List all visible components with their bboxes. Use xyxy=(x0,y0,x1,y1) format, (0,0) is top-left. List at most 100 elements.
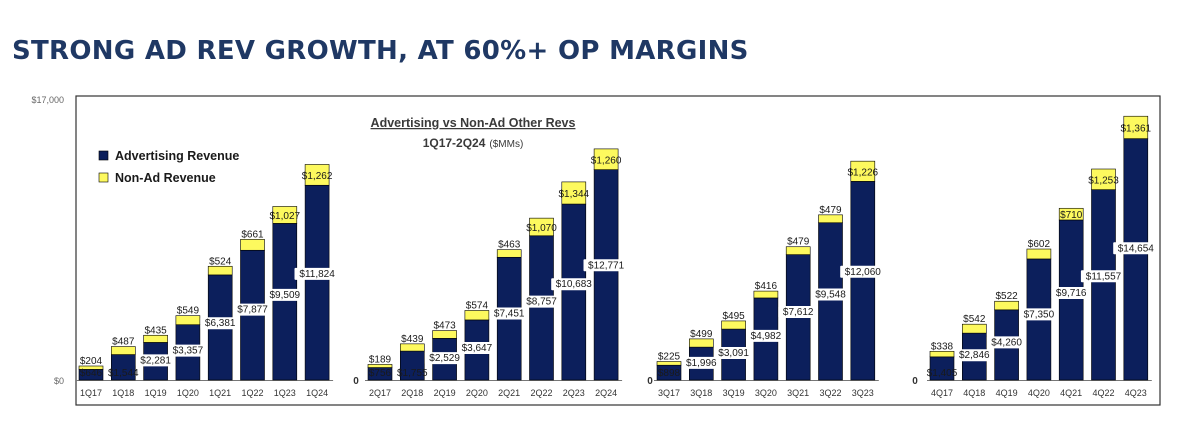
label-ad-4q21-bg xyxy=(1051,286,1091,299)
bar-ad-4q21 xyxy=(1058,219,1084,381)
x-tick-1q17: 1Q17 xyxy=(80,388,102,398)
x-tick-2q24: 2Q24 xyxy=(595,388,617,398)
label-nonad-1q19: $435 xyxy=(144,325,167,336)
label-nonad-2q18: $439 xyxy=(401,334,424,345)
bar-nonad-4q17 xyxy=(929,350,955,358)
label-ad-3q23: $12,060 xyxy=(845,267,882,278)
label-ad-3q21-bg xyxy=(778,306,818,319)
bar-ad-1q23 xyxy=(272,223,298,381)
label-ad-4q20: $7,350 xyxy=(1024,309,1055,320)
label-nonad-1q24: $1,262 xyxy=(302,171,333,182)
label-ad-2q20: $3,647 xyxy=(462,343,493,354)
bar-nonad-4q20 xyxy=(1026,248,1052,260)
bar-nonad-3q23 xyxy=(850,160,876,182)
x-tick-2q23: 2Q23 xyxy=(563,388,585,398)
bar-ad-3q23 xyxy=(850,181,876,381)
label-ad-2q23-bg xyxy=(551,278,597,291)
label-ad-1q19: $2,281 xyxy=(140,355,171,366)
label-nonad-2q21: $463 xyxy=(498,240,521,251)
bar-ad-2q22 xyxy=(529,235,554,381)
label-nonad-1q17: $204 xyxy=(80,356,103,367)
label-ad-2q17: $756 xyxy=(369,368,392,379)
label-ad-4q18: $2,846 xyxy=(959,350,990,361)
x-tick-4q18: 4Q18 xyxy=(963,388,985,398)
bar-nonad-3q22 xyxy=(818,214,843,224)
y-tick-top: $17,000 xyxy=(31,95,64,105)
x-tick-3q21: 3Q21 xyxy=(787,388,809,398)
label-ad-1q20: $3,357 xyxy=(173,346,204,357)
y-tick-zero: $0 xyxy=(54,376,64,386)
label-ad-2q21-bg xyxy=(489,307,529,320)
label-ad-2q21: $7,451 xyxy=(494,309,525,320)
label-nonad-3q19: $495 xyxy=(722,311,745,322)
page-headline: STRONG AD REV GROWTH, AT 60%+ OP MARGINS xyxy=(12,36,749,66)
label-ad-3q19-bg xyxy=(713,346,754,359)
x-tick-4q20: 4Q20 xyxy=(1028,388,1050,398)
group-separator-3: 0 xyxy=(912,376,918,387)
chart-subtitle-unit: ($MMs) xyxy=(489,139,523,150)
label-ad-1q23: $9,509 xyxy=(270,290,301,301)
bar-nonad-4q18 xyxy=(961,323,987,334)
label-ad-2q23: $10,683 xyxy=(556,279,593,290)
bar-nonad-2q21 xyxy=(496,249,522,258)
label-ad-2q18: $1,755 xyxy=(397,368,428,379)
bar-nonad-1q23 xyxy=(272,206,298,224)
label-ad-3q22-bg xyxy=(810,288,851,301)
label-ad-1q19-bg xyxy=(135,354,176,367)
label-nonad-3q23: $1,226 xyxy=(848,167,879,178)
bars-layer: $646$204 1Q17 $1,544 $487 1Q18 $2,281 $435 1Q19… xyxy=(76,115,1159,398)
label-ad-3q22: $9,548 xyxy=(815,290,846,301)
x-tick-2q20: 2Q20 xyxy=(466,388,488,398)
x-tick-1q23: 1Q23 xyxy=(274,388,296,398)
bar-nonad-1q18 xyxy=(111,346,136,355)
legend-swatch-ad xyxy=(98,150,109,161)
bar-nonad-2q18 xyxy=(399,343,425,352)
label-ad-3q18: $1,996 xyxy=(686,358,717,369)
group-separator-1: 0 xyxy=(353,376,359,387)
bar-nonad-2q22 xyxy=(529,217,554,237)
bar-nonad-1q17 xyxy=(78,365,104,370)
label-ad-3q17: $898 xyxy=(658,368,681,379)
bar-nonad-3q20 xyxy=(753,290,779,299)
bar-nonad-3q18 xyxy=(688,338,714,348)
label-ad-4q19: $4,260 xyxy=(991,337,1022,348)
x-tick-2q21: 2Q21 xyxy=(498,388,520,398)
bar-nonad-3q19 xyxy=(721,320,746,330)
label-nonad-2q17: $189 xyxy=(369,354,392,365)
x-tick-1q21: 1Q21 xyxy=(209,388,231,398)
bar-nonad-2q23 xyxy=(561,181,587,205)
x-tick-1q18: 1Q18 xyxy=(112,388,134,398)
x-tick-4q21: 4Q21 xyxy=(1060,388,1082,398)
label-ad-4q23-bg xyxy=(1113,242,1159,255)
label-nonad-1q22: $661 xyxy=(241,229,264,240)
bar-nonad-1q21 xyxy=(207,265,233,276)
label-nonad-3q18: $499 xyxy=(690,329,713,340)
label-nonad-4q22: $1,253 xyxy=(1088,175,1119,186)
bar-ad-2q18 xyxy=(399,350,425,381)
label-ad-1q24-bg xyxy=(294,267,340,280)
label-ad-1q24: $11,824 xyxy=(299,269,335,280)
x-tick-2q18: 2Q18 xyxy=(401,388,423,398)
label-nonad-3q17: $225 xyxy=(658,352,681,363)
label-ad-1q17: $646 xyxy=(80,368,103,379)
x-tick-1q20: 1Q20 xyxy=(177,388,199,398)
x-tick-3q20: 3Q20 xyxy=(755,388,777,398)
label-nonad-1q23: $1,027 xyxy=(270,211,301,222)
label-ad-4q17: $1,405 xyxy=(927,368,958,379)
bar-nonad-2q17 xyxy=(367,364,393,368)
label-nonad-4q19: $522 xyxy=(995,291,1018,302)
x-tick-3q17: 3Q17 xyxy=(658,388,680,398)
label-ad-4q23: $14,654 xyxy=(1118,243,1155,254)
legend-swatch-nonad xyxy=(98,172,109,183)
label-ad-4q20-bg xyxy=(1019,308,1059,321)
label-nonad-2q22: $1,070 xyxy=(526,223,557,234)
label-ad-2q20-bg xyxy=(457,341,497,354)
x-tick-4q19: 4Q19 xyxy=(996,388,1018,398)
label-ad-1q21: $6,381 xyxy=(205,318,236,329)
label-nonad-4q21: $710 xyxy=(1060,210,1083,221)
label-nonad-3q21: $479 xyxy=(787,237,810,248)
bar-nonad-3q21 xyxy=(785,246,811,255)
chart-subtitle: 1Q17-2Q24 xyxy=(423,136,486,150)
chart-title: Advertising vs Non-Ad Other Revs xyxy=(371,116,576,130)
